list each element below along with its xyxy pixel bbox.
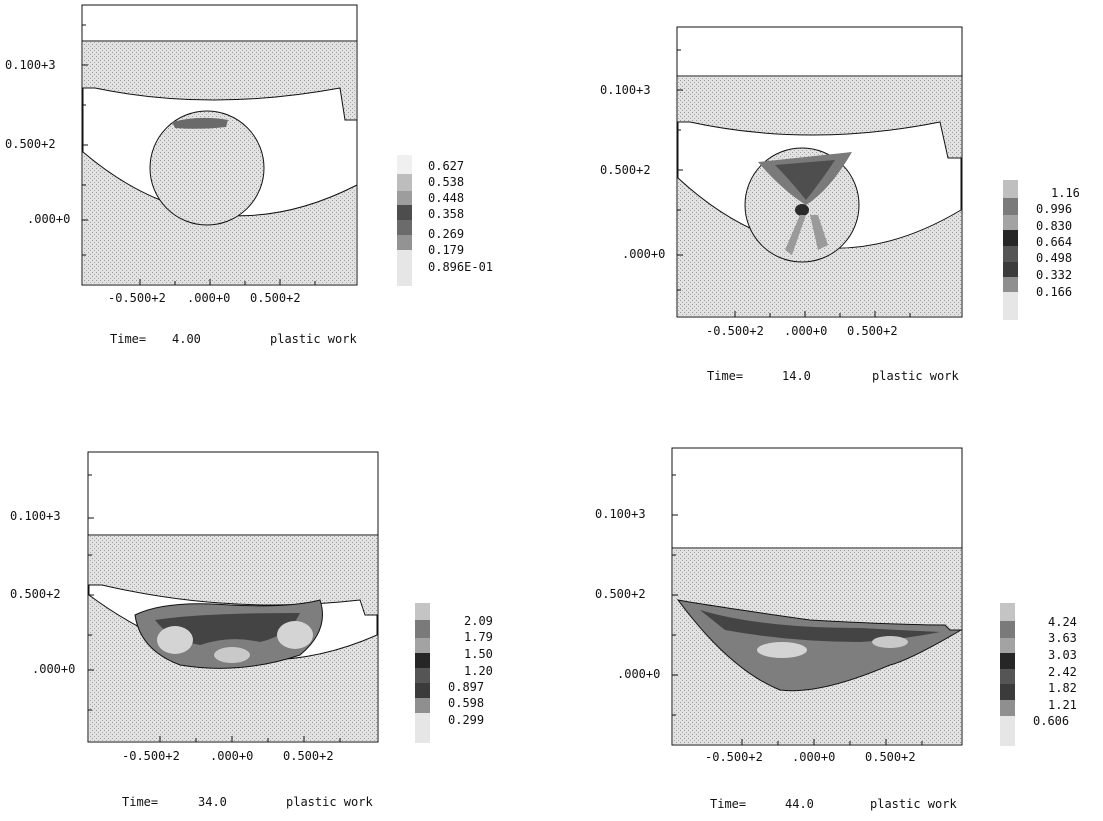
y-axis-ticks	[677, 49, 683, 291]
y-tick-label: 0.500+2	[10, 587, 61, 601]
legend-label: 0.627	[428, 159, 464, 173]
x-tick-label: .000+0	[187, 291, 230, 305]
panel-time-34: 0.100+3 0.500+2 .000+0 -0.500+2 .000+0 0…	[0, 430, 550, 817]
variable-label: plastic work	[286, 795, 373, 809]
legend-label: 0.358	[428, 207, 464, 221]
contour-plot: 0.100+3 0.500+2 .000+0 -0.500+2 .000+0 0…	[600, 26, 1080, 383]
x-tick-label: -0.500+2	[706, 324, 764, 338]
legend-label: 1.50	[464, 647, 493, 661]
x-tick-label: .000+0	[784, 324, 827, 338]
variable-label: plastic work	[872, 369, 959, 383]
legend-label: 0.598	[448, 696, 484, 710]
x-tick-label: -0.500+2	[705, 750, 763, 764]
y-tick-label: 0.100+3	[5, 58, 56, 72]
contour-high	[775, 160, 835, 200]
legend-label: 0.996	[1036, 202, 1072, 216]
panel-time-14: 0.100+3 0.500+2 .000+0 -0.500+2 .000+0 0…	[560, 0, 1103, 400]
legend-label: 0.448	[428, 191, 464, 205]
time-value: 44.0	[785, 797, 814, 811]
legend-label: 0.299	[448, 713, 484, 727]
legend-label: 0.897	[448, 680, 484, 694]
contour-peak	[795, 204, 809, 216]
legend-label: 0.606	[1033, 714, 1069, 728]
legend-label: 0.269	[428, 227, 464, 241]
contour-band	[810, 215, 828, 250]
y-tick-label: 0.500+2	[595, 587, 646, 601]
variable-label: plastic work	[870, 797, 957, 811]
legend-label: 0.332	[1036, 268, 1072, 282]
variable-label: plastic work	[270, 332, 357, 346]
x-axis-ticks	[741, 739, 923, 745]
y-tick-label: 0.500+2	[5, 137, 56, 151]
y-tick-label: 0.100+3	[600, 83, 651, 97]
y-axis-ticks	[672, 474, 678, 716]
x-tick-label: .000+0	[792, 750, 835, 764]
legend-label: 1.79	[464, 630, 493, 644]
legend-label: 0.538	[428, 175, 464, 189]
contour-plot: 0.100+3 0.500+2 .000+0 -0.500+2 .000+0 0…	[5, 4, 493, 346]
legend-label: 1.82	[1048, 681, 1077, 695]
x-tick-label: 0.500+2	[865, 750, 916, 764]
contour-high	[172, 117, 228, 129]
time-value: 4.00	[172, 332, 201, 346]
legend-label: 0.830	[1036, 219, 1072, 233]
legend-label: 2.09	[464, 614, 493, 628]
legend-label: 0.166	[1036, 285, 1072, 299]
contour-low	[757, 642, 807, 658]
contour-band	[785, 215, 806, 255]
legend-label: 3.03	[1048, 648, 1077, 662]
x-tick-label: 0.500+2	[847, 324, 898, 338]
x-tick-label: 0.500+2	[283, 749, 334, 763]
contour-high	[700, 610, 940, 642]
y-tick-label: .000+0	[617, 667, 660, 681]
y-tick-label: .000+0	[32, 662, 75, 676]
y-axis-ticks	[82, 24, 88, 256]
legend-label: 1.21	[1048, 698, 1077, 712]
x-axis-ticks	[139, 279, 316, 285]
legend-label: 1.16	[1051, 186, 1080, 200]
panel-time-4: 0.100+3 0.500+2 .000+0 -0.500+2 .000+0 0…	[0, 0, 540, 360]
contour-plot: 0.100+3 0.500+2 .000+0 -0.500+2 .000+0 0…	[10, 451, 493, 809]
legend: 2.09 1.79 1.50 1.20 0.897 0.598 0.299	[415, 603, 493, 743]
y-tick-label: .000+0	[27, 212, 70, 226]
x-tick-label: 0.500+2	[250, 291, 301, 305]
contour-low	[214, 647, 250, 663]
contour-low	[157, 626, 193, 654]
time-label: Time=	[710, 797, 746, 811]
ball	[149, 110, 265, 226]
x-axis-ticks	[159, 736, 341, 742]
legend-label: 4.24	[1048, 615, 1077, 629]
x-tick-label: -0.500+2	[122, 749, 180, 763]
y-axis-ticks	[88, 474, 94, 711]
legend-label: 0.179	[428, 243, 464, 257]
legend-label: 1.20	[464, 664, 493, 678]
legend-label: 0.896E-01	[428, 260, 493, 274]
legend-label: 0.664	[1036, 235, 1072, 249]
contour-low	[872, 636, 908, 648]
y-tick-label: 0.100+3	[595, 507, 646, 521]
x-tick-label: -0.500+2	[108, 291, 166, 305]
contour-low	[277, 621, 313, 649]
legend-label: 3.63	[1048, 631, 1077, 645]
legend: 0.627 0.538 0.448 0.358 0.269 0.179 0.89…	[397, 155, 493, 286]
legend: 1.16 0.996 0.830 0.664 0.498 0.332 0.166	[1003, 180, 1080, 320]
time-label: Time=	[122, 795, 158, 809]
y-tick-label: .000+0	[622, 247, 665, 261]
contour-plot: 0.100+3 0.500+2 .000+0 -0.500+2 .000+0 0…	[595, 447, 1077, 811]
panel-time-44: 0.100+3 0.500+2 .000+0 -0.500+2 .000+0 0…	[560, 430, 1103, 817]
time-label: Time=	[110, 332, 146, 346]
legend-label: 2.42	[1048, 665, 1077, 679]
x-axis-ticks	[734, 311, 911, 317]
time-label: Time=	[707, 369, 743, 383]
y-tick-label: 0.500+2	[600, 163, 651, 177]
legend: 4.24 3.63 3.03 2.42 1.82 1.21 0.606	[1000, 603, 1077, 746]
legend-label: 0.498	[1036, 251, 1072, 265]
time-value: 14.0	[782, 369, 811, 383]
y-tick-label: 0.100+3	[10, 509, 61, 523]
x-tick-label: .000+0	[210, 749, 253, 763]
time-value: 34.0	[198, 795, 227, 809]
